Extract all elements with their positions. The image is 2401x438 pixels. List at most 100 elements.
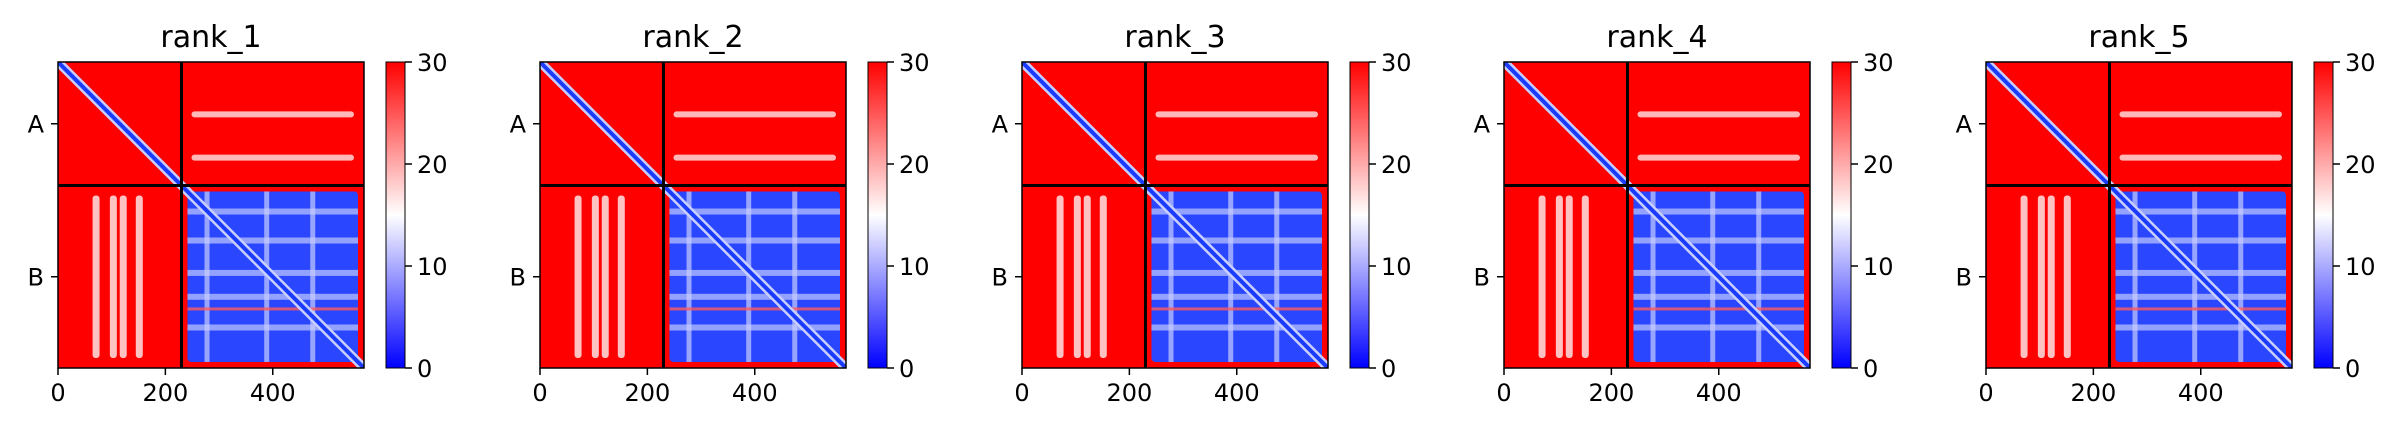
block-interface-line	[187, 307, 358, 311]
colorbar-tick-label: 10	[1381, 253, 1412, 281]
offdiag-stripe	[191, 154, 354, 161]
x-tick-label: 0	[532, 379, 547, 407]
offdiag-stripe	[1155, 154, 1318, 161]
diagonal-line	[58, 62, 364, 368]
offdiag-stripe	[1083, 195, 1091, 358]
panel-title: rank_1	[160, 20, 261, 55]
block-band	[1151, 237, 1322, 244]
colorbar-tick-label: 20	[1381, 151, 1412, 179]
colorbar-tick-label: 30	[417, 49, 448, 77]
block-stripe	[1274, 191, 1280, 362]
x-tick-label: 200	[142, 379, 188, 407]
offdiag-stripe	[1155, 111, 1318, 118]
block-stripe	[2238, 191, 2244, 362]
colorbar-tick-label: 0	[2345, 355, 2360, 383]
y-tick-label: B	[510, 264, 526, 292]
colorbar	[2313, 61, 2334, 369]
block-band	[1633, 293, 1804, 300]
heatmap-panel: rank_5 0 200 400 A B 0 10 20 30	[1956, 20, 2376, 407]
offdiag-stripe	[1555, 195, 1563, 358]
x-tick-label: 400	[1214, 379, 1260, 407]
diagonal-line	[540, 62, 846, 368]
offdiag-stripe	[1581, 195, 1589, 358]
offdiag-stripe	[1565, 195, 1573, 358]
block-interface-line	[669, 307, 840, 311]
colorbar-tick-label: 0	[1381, 355, 1396, 383]
offdiag-stripe	[2063, 195, 2071, 358]
panel-title: rank_5	[2088, 20, 2189, 55]
block-interface-line	[1633, 307, 1804, 311]
diagonal-line	[1022, 62, 1328, 368]
block-band	[187, 237, 358, 244]
x-tick-label: 0	[1496, 379, 1511, 407]
offdiag-stripe	[2119, 154, 2282, 161]
colorbar-tick-label: 20	[417, 151, 448, 179]
diagonal-line	[1504, 62, 1810, 368]
heatmap-frame	[1503, 61, 1811, 369]
x-tick-label: 0	[1978, 379, 1993, 407]
offdiag-stripe	[2037, 195, 2045, 358]
colorbar	[867, 61, 888, 369]
heatmap-panel: rank_3 0 200 400 A B 0 10 20 30	[992, 20, 1412, 407]
offdiag-stripe	[109, 195, 117, 358]
x-tick-label: 200	[2070, 379, 2116, 407]
heatmap-frame	[57, 61, 365, 369]
offdiag-stripe	[1637, 111, 1800, 118]
offdiag-stripe	[135, 195, 143, 358]
offdiag-stripe	[673, 154, 836, 161]
block-band	[669, 237, 840, 244]
colorbar-tick-label: 10	[2345, 253, 2376, 281]
x-tick-label: 200	[1588, 379, 1634, 407]
y-tick-label: A	[28, 111, 45, 139]
colorbar-tick-label: 30	[1863, 49, 1894, 77]
colorbar	[1831, 61, 1852, 369]
heatmap-frame	[539, 61, 847, 369]
y-tick-label: B	[1474, 264, 1490, 292]
x-tick-label: 200	[1106, 379, 1152, 407]
colorbar-tick-label: 0	[899, 355, 914, 383]
block-band	[187, 208, 358, 215]
block-stripe	[310, 191, 316, 362]
offdiag-stripe	[191, 111, 354, 118]
block-interface-line	[2115, 307, 2286, 311]
panel-title: rank_2	[642, 20, 743, 55]
offdiag-stripe	[2047, 195, 2055, 358]
heatmap-panel: rank_1 0 200 400 A B 0 10 20 30	[28, 20, 448, 407]
heatmap-image	[1986, 62, 2292, 368]
offdiag-stripe	[673, 111, 836, 118]
colorbar-tick-label: 10	[417, 253, 448, 281]
y-tick-label: B	[1956, 264, 1972, 292]
block-band	[1633, 237, 1804, 244]
block-band	[2115, 293, 2286, 300]
block-band	[669, 324, 840, 331]
colorbar-tick-label: 10	[1863, 253, 1894, 281]
offdiag-stripe	[601, 195, 609, 358]
block-band	[187, 324, 358, 331]
block-stripe	[204, 191, 210, 362]
block-band	[2115, 208, 2286, 215]
x-tick-label: 400	[732, 379, 778, 407]
block-interface-line	[1151, 307, 1322, 311]
block-band	[1151, 208, 1322, 215]
offdiag-stripe	[2119, 111, 2282, 118]
block-band	[669, 293, 840, 300]
x-tick-label: 400	[1696, 379, 1742, 407]
heatmap-frame	[1021, 61, 1329, 369]
offdiag-stripe	[1538, 195, 1546, 358]
x-tick-label: 0	[50, 379, 65, 407]
block-band	[669, 208, 840, 215]
heatmap-frame	[1985, 61, 2293, 369]
heatmap-image	[1504, 62, 1810, 368]
colorbar-tick-label: 20	[899, 151, 930, 179]
block-stripe	[1756, 191, 1762, 362]
block-stripe	[1650, 191, 1656, 362]
block-stripe	[1168, 191, 1174, 362]
block-band	[1633, 324, 1804, 331]
offdiag-stripe	[1073, 195, 1081, 358]
colorbar	[385, 61, 406, 369]
y-tick-label: B	[28, 264, 44, 292]
y-tick-label: A	[1956, 111, 1973, 139]
x-tick-label: 200	[624, 379, 670, 407]
block-band	[187, 293, 358, 300]
